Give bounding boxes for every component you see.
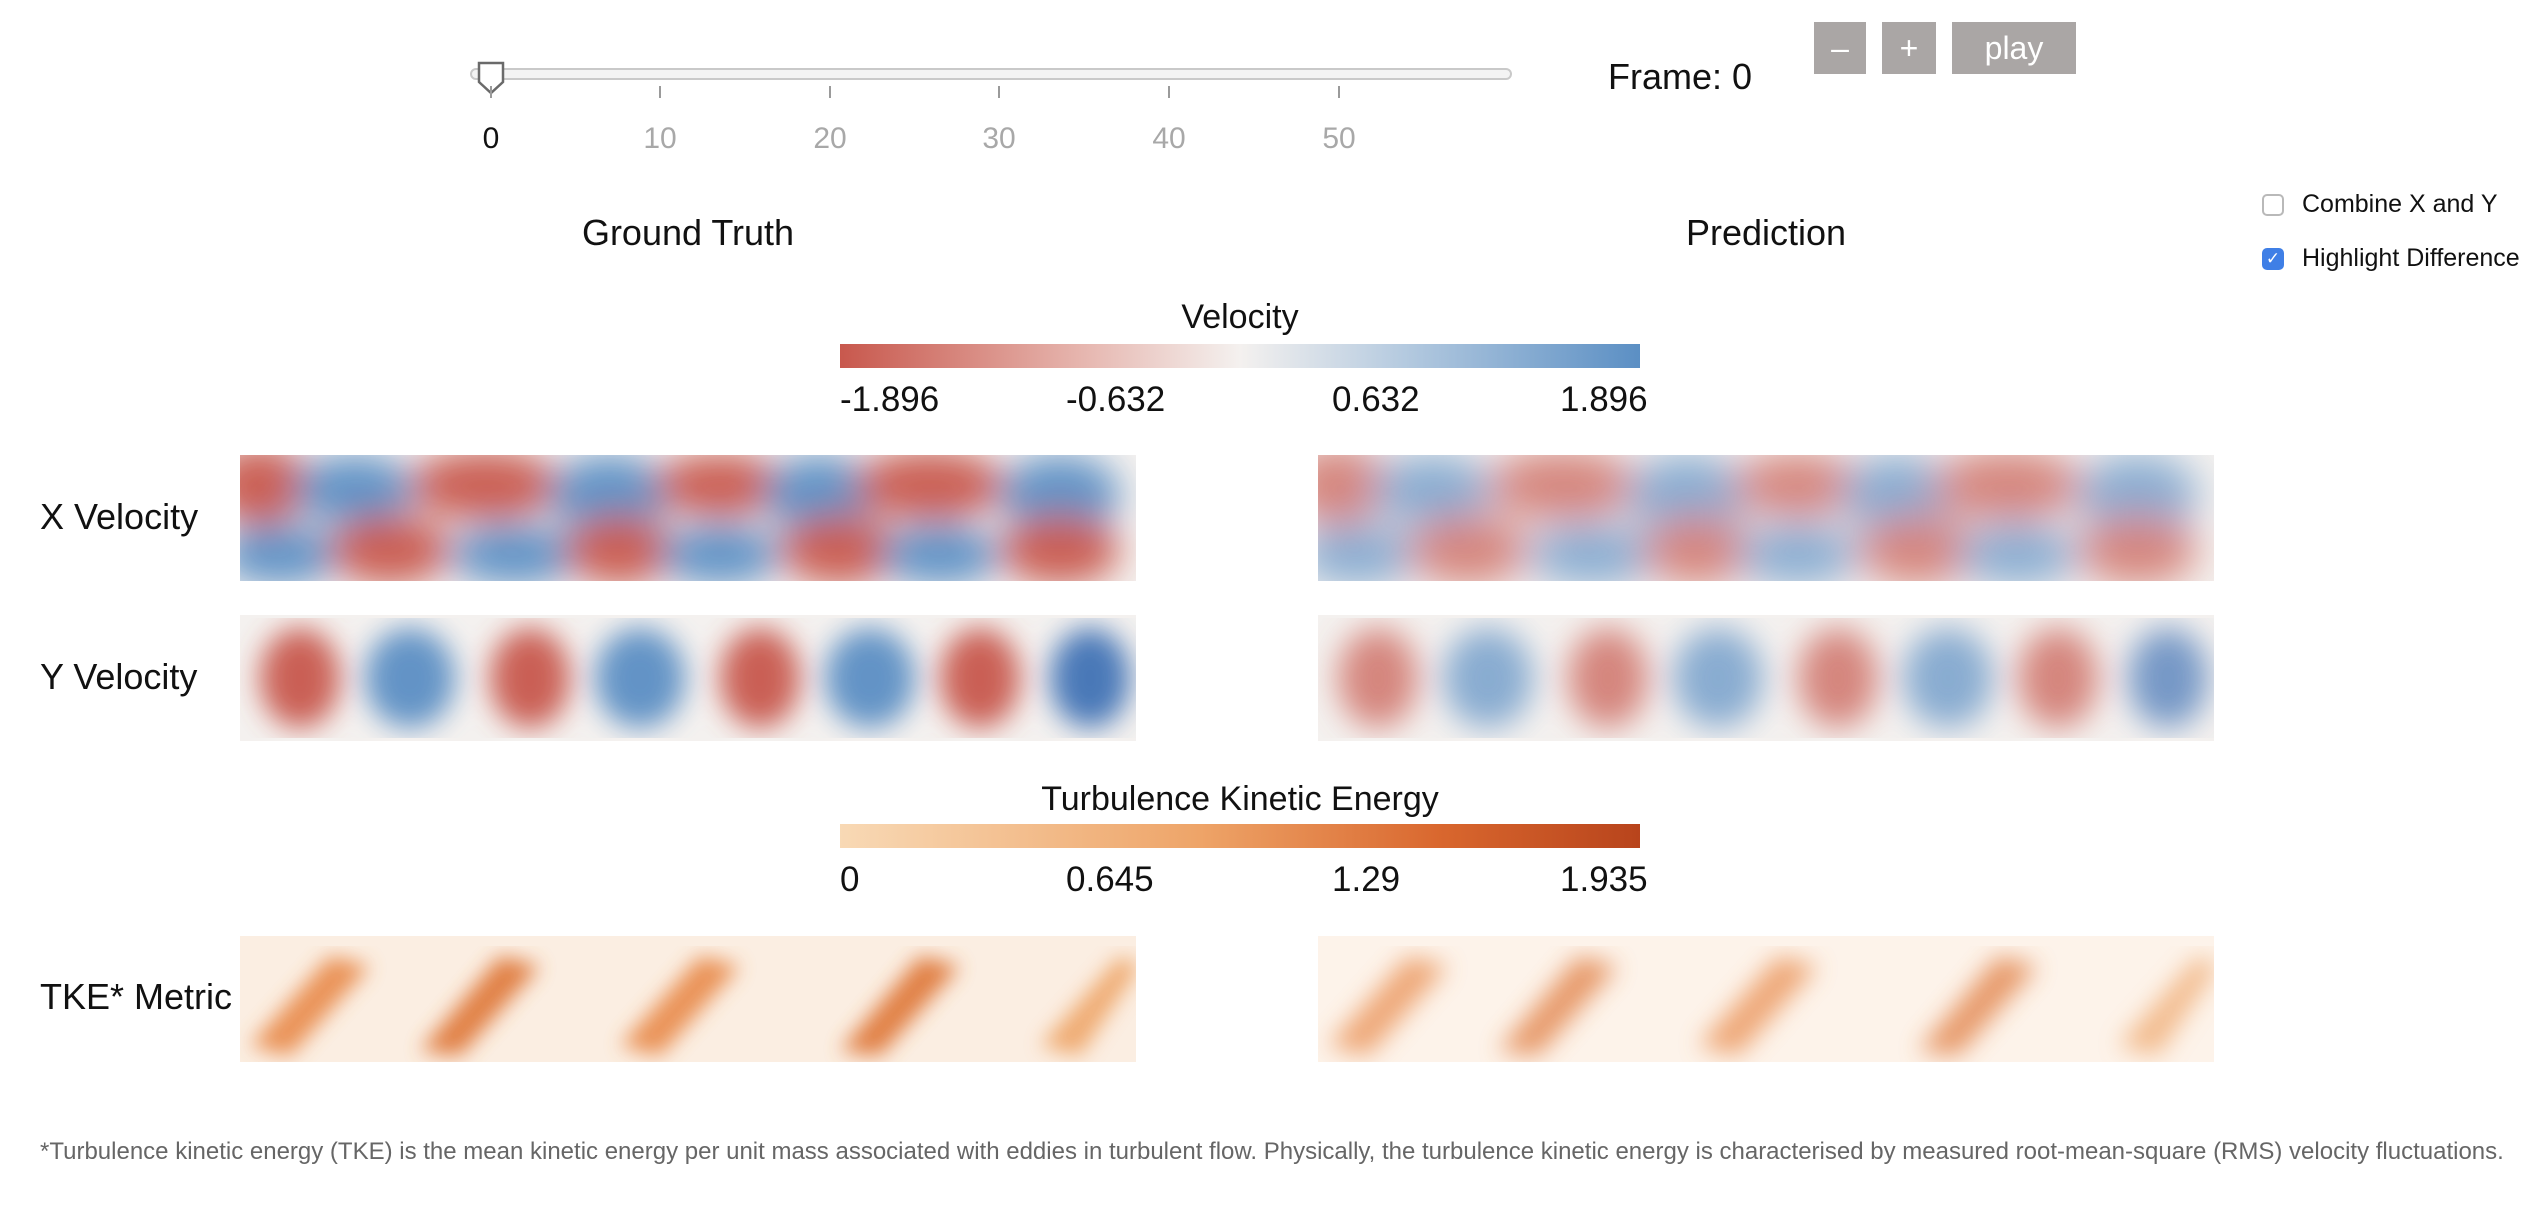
prediction-x-velocity-field xyxy=(1318,455,2214,581)
increment-frame-button[interactable]: + xyxy=(1882,22,1936,74)
velocity-colorbar-label: -1.896 xyxy=(840,380,940,419)
velocity-colorbar-label: -0.632 xyxy=(1066,380,1166,419)
highlight-difference-label: Highlight Difference xyxy=(2302,244,2520,272)
slider-tick xyxy=(1338,86,1340,98)
slider-tick xyxy=(490,86,492,98)
ground-truth-x-velocity-field xyxy=(240,455,1136,581)
decrement-frame-button[interactable]: – xyxy=(1814,22,1866,74)
prediction-y-velocity-field xyxy=(1318,615,2214,741)
tke-colorbar-title: Turbulence Kinetic Energy xyxy=(1041,780,1439,818)
frame-slider-track[interactable] xyxy=(470,68,1512,80)
highlight-difference-option[interactable]: ✓ Highlight Difference xyxy=(2262,244,2520,273)
velocity-colorbar-title: Velocity xyxy=(1181,298,1299,336)
velocity-colorbar xyxy=(840,344,1640,368)
highlight-difference-checkbox[interactable]: ✓ xyxy=(2262,247,2284,270)
tke-colorbar xyxy=(840,824,1640,848)
x-velocity-row-label: X Velocity xyxy=(40,496,199,537)
ground-truth-title: Ground Truth xyxy=(581,212,795,253)
slider-tick-label: 30 xyxy=(982,122,1016,155)
tke-row-label: TKE* Metric xyxy=(40,976,233,1017)
tke-footnote: *Turbulence kinetic energy (TKE) is the … xyxy=(40,1138,2504,1165)
play-button[interactable]: play xyxy=(1952,22,2076,74)
y-velocity-row-label: Y Velocity xyxy=(40,656,198,697)
tke-colorbar-label: 1.935 xyxy=(1560,860,1648,899)
tke-colorbar-label: 0 xyxy=(840,860,860,899)
prediction-tke-field xyxy=(1318,936,2214,1062)
slider-tick xyxy=(998,86,1000,98)
combine-xy-checkbox[interactable] xyxy=(2262,193,2284,216)
slider-tick xyxy=(829,86,831,98)
tke-colorbar-label: 0.645 xyxy=(1066,860,1154,899)
slider-tick xyxy=(659,86,661,98)
prediction-title: Prediction xyxy=(1685,212,1847,253)
combine-xy-label: Combine X and Y xyxy=(2302,190,2498,218)
ground-truth-tke-field xyxy=(240,936,1136,1062)
slider-tick-label: 50 xyxy=(1322,122,1356,155)
slider-tick-label: 40 xyxy=(1152,122,1186,155)
slider-tick-label: 10 xyxy=(643,122,677,155)
slider-tick-label: 0 xyxy=(482,122,500,155)
tke-colorbar-label: 1.29 xyxy=(1332,860,1401,899)
slider-tick xyxy=(1168,86,1170,98)
slider-tick-label: 20 xyxy=(813,122,847,155)
velocity-colorbar-label: 1.896 xyxy=(1560,380,1648,419)
frame-counter: Frame: 0 xyxy=(1608,56,1753,97)
combine-xy-option[interactable]: Combine X and Y xyxy=(2262,190,2498,219)
ground-truth-y-velocity-field xyxy=(240,615,1136,741)
frame-slider-handle[interactable] xyxy=(476,60,506,96)
velocity-colorbar-label: 0.632 xyxy=(1332,380,1420,419)
